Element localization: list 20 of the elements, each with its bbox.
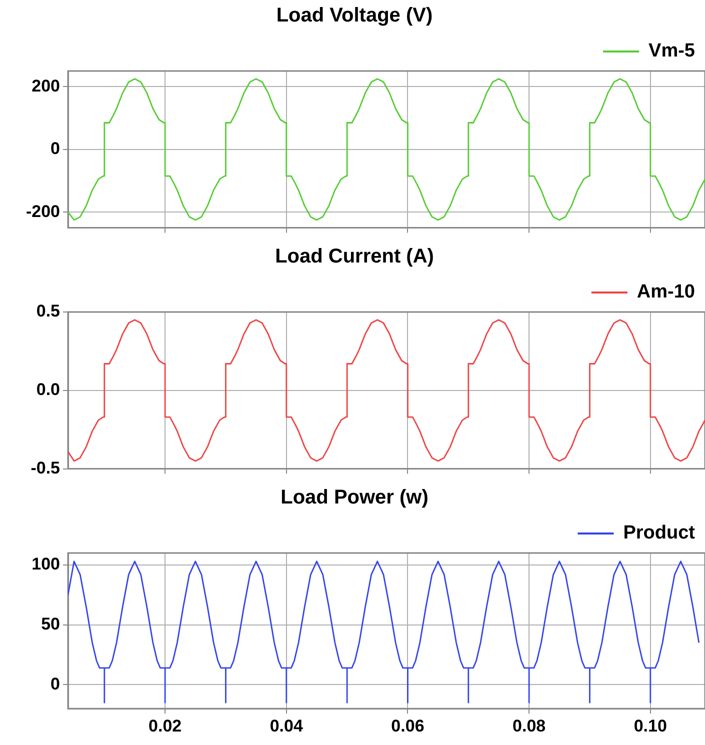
x-tick-label: 0.04 [270, 716, 304, 736]
x-tick-label: 0.08 [512, 716, 546, 736]
x-tick-label: 0.02 [148, 716, 182, 736]
legend-label: Product [623, 522, 696, 544]
y-tick-label: 100 [32, 554, 60, 574]
y-tick-label: 50 [41, 614, 60, 634]
chart-title: Load Current (A) [275, 246, 434, 268]
chart-title: Load Voltage (V) [276, 4, 433, 27]
y-tick-label: 0.0 [36, 380, 60, 400]
y-tick-label: 200 [32, 76, 60, 96]
y-tick-label: -0.5 [30, 458, 60, 478]
y-tick-label: 0 [50, 139, 60, 158]
x-tick-label: 0.10 [634, 716, 667, 736]
legend-label: Am-10 [636, 282, 695, 303]
y-tick-label: 0.5 [36, 302, 60, 321]
chart-title: Load Power (w) [280, 486, 428, 509]
legend-label: Vm-5 [648, 40, 696, 62]
y-tick-label: -200 [26, 202, 60, 221]
y-tick-label: 0 [50, 674, 60, 694]
x-tick-label: 0.06 [391, 716, 424, 736]
